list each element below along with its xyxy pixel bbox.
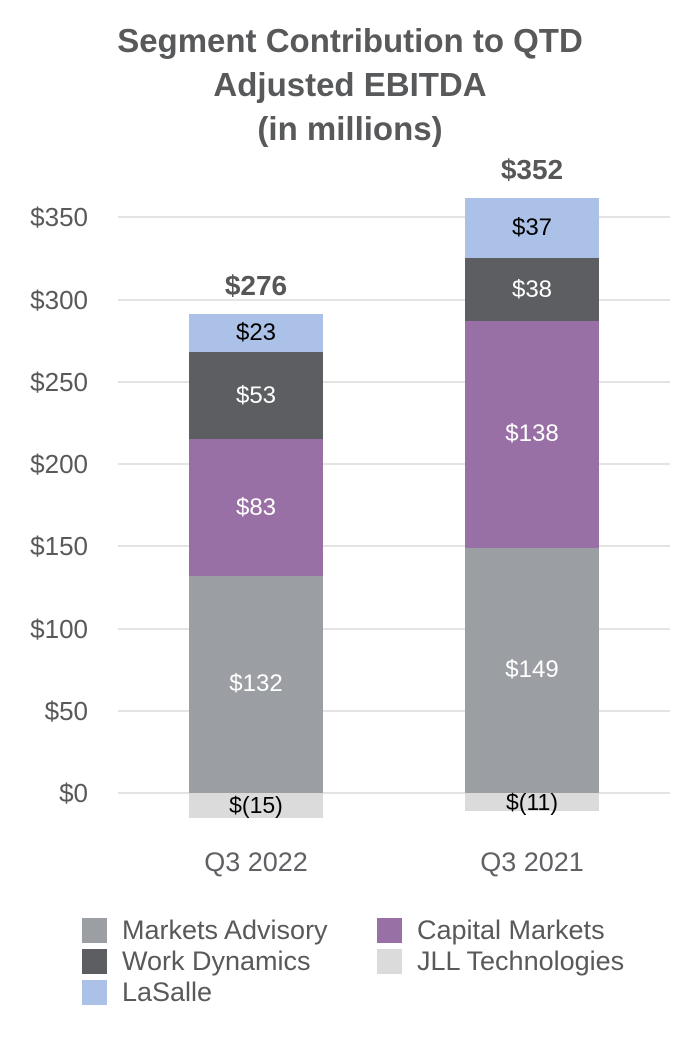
bar-segment-work-dynamics: $53 xyxy=(189,352,323,440)
bar-total-label: $352 xyxy=(500,153,564,185)
legend-item-lasalle: LaSalle xyxy=(82,977,328,1007)
bar-segment-capital-markets: $83 xyxy=(189,439,323,576)
gridline xyxy=(118,792,670,794)
segment-value-label: $(11) xyxy=(506,788,558,815)
segment-value-label: $(15) xyxy=(229,791,283,818)
legend-item-capital-markets: Capital Markets xyxy=(377,915,624,945)
bar-segment-jll-technologies: $(15) xyxy=(189,791,323,818)
legend-label: Markets Advisory xyxy=(122,915,328,945)
legend-label: JLL Technologies xyxy=(417,946,625,976)
y-axis-tick-label: $350 xyxy=(30,202,88,233)
y-axis-tick-label: $50 xyxy=(44,695,88,726)
legend-column: Capital Markets JLL Technologies xyxy=(377,915,625,980)
chart-title-line-2: Adjusted EBITDA xyxy=(213,66,487,103)
bar-segment-work-dynamics: $38 xyxy=(465,258,599,321)
bar-segment-lasalle: $23 xyxy=(189,314,323,353)
y-axis-tick-label: $200 xyxy=(30,449,88,479)
segment-value-label: $132 xyxy=(229,670,283,698)
gridline xyxy=(118,709,670,712)
chart-title: Segment Contribution to QTD Adjusted EBI… xyxy=(0,19,700,151)
segment-value-label: $37 xyxy=(511,213,553,241)
legend-swatch-markets-advisory xyxy=(82,918,107,943)
y-axis-tick-label: $100 xyxy=(30,613,88,644)
legend-label: LaSalle xyxy=(122,977,213,1007)
bar-segment-capital-markets: $138 xyxy=(465,320,599,548)
y-axis-tick-label: $0 xyxy=(59,778,88,808)
legend-label: Work Dynamics xyxy=(122,946,311,976)
bar-segment-jll-technologies: $(11) xyxy=(465,789,599,815)
gridline xyxy=(118,463,670,465)
segment-value-label: $53 xyxy=(235,381,277,409)
segment-value-label: $23 xyxy=(235,319,277,347)
bar-segment-markets-advisory: $132 xyxy=(189,575,323,793)
y-axis-tick-label: $150 xyxy=(30,531,88,562)
legend-item-markets-advisory: Markets Advisory xyxy=(82,915,328,945)
gridline xyxy=(118,627,670,630)
x-axis-category-label: Q3 2022 xyxy=(204,847,308,877)
legend-item-work-dynamics: Work Dynamics xyxy=(82,946,328,976)
x-axis-category-label: Q3 2021 xyxy=(480,847,584,877)
gridline xyxy=(118,380,670,383)
legend-item-jll-technologies: JLL Technologies xyxy=(377,946,625,976)
legend-label: Capital Markets xyxy=(417,915,605,945)
segment-value-label: $149 xyxy=(505,656,559,684)
y-axis-tick-label: $250 xyxy=(30,366,88,397)
gridline xyxy=(118,545,670,548)
gridline xyxy=(118,216,670,219)
legend-swatch-jll-technologies xyxy=(377,949,402,974)
chart-title-line-3: (in millions) xyxy=(257,110,443,147)
bar-segment-markets-advisory: $149 xyxy=(465,547,599,793)
legend-swatch-capital-markets xyxy=(377,918,402,943)
gridline xyxy=(118,298,670,301)
chart-title-line-1: Segment Contribution to QTD xyxy=(117,22,583,59)
bar-segment-lasalle: $37 xyxy=(465,197,599,259)
legend-column: Markets Advisory Work Dynamics LaSalle xyxy=(82,915,328,1011)
legend-swatch-work-dynamics xyxy=(82,949,107,974)
legend-swatch-lasalle xyxy=(82,980,107,1005)
segment-value-label: $138 xyxy=(505,420,559,448)
segment-value-label: $38 xyxy=(511,275,553,303)
segment-value-label: $83 xyxy=(235,493,277,521)
bar-total-label: $276 xyxy=(224,270,288,302)
y-axis-tick-label: $300 xyxy=(30,284,88,315)
